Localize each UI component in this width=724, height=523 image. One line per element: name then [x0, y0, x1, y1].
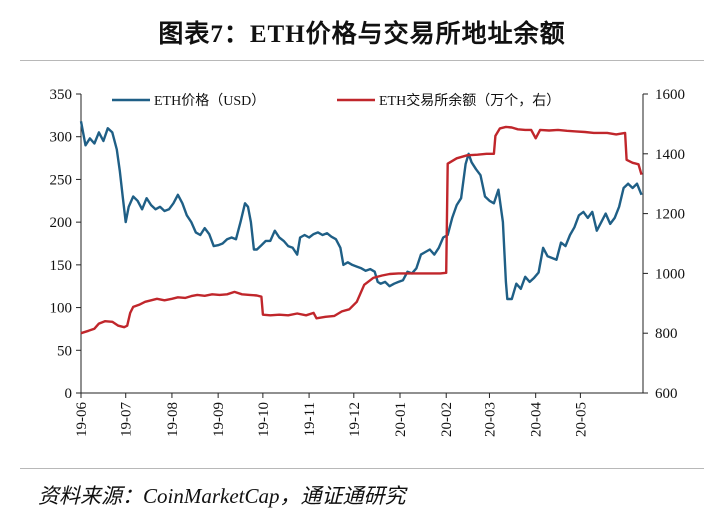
- right-tick-label: 600: [655, 386, 678, 402]
- right-tick-label: 1600: [655, 87, 685, 103]
- right-tick-label: 1000: [655, 266, 685, 282]
- left-tick-label: 150: [50, 258, 73, 274]
- legend-label-1: ETH价格（USD）: [154, 93, 265, 109]
- left-tick-label: 0: [65, 386, 73, 402]
- axes-layer: 0 50 100 150 200 250 300 350 600 800 1000 1200 1400 1…: [50, 87, 686, 437]
- x-tick-label: 19-06: [74, 402, 90, 437]
- source-divider: [20, 468, 704, 469]
- x-tick-label: 19-08: [165, 402, 181, 437]
- legend-label-2: ETH交易所余额（万个，右）: [379, 92, 560, 109]
- series-layer: [79, 121, 643, 335]
- left-tick-label: 250: [50, 172, 73, 188]
- x-tick-label: 19-07: [119, 402, 135, 437]
- x-tick-label: 20-02: [439, 402, 455, 437]
- eth-price-line: [79, 121, 643, 301]
- exchange-balance-line: [80, 125, 643, 335]
- x-tick-label: 19-12: [347, 402, 363, 437]
- x-tick-label: 20-05: [573, 402, 589, 437]
- title-divider: [20, 60, 704, 61]
- source-note: 资料来源：CoinMarketCap，通证通研究: [38, 484, 406, 508]
- left-tick-label: 300: [50, 130, 73, 146]
- chart-area: 0 50 100 150 200 250 300 350 600 800 1000 1200 1400 1…: [50, 87, 686, 437]
- x-tick-label: 20-01: [393, 402, 409, 437]
- x-tick-label: 19-09: [211, 402, 227, 437]
- right-tick-label: 800: [655, 326, 678, 342]
- x-tick-label: 20-04: [529, 402, 545, 437]
- legend: ETH价格（USD） ETH交易所余额（万个，右）: [112, 92, 560, 109]
- x-tick-label: 20-03: [482, 402, 498, 437]
- left-tick-label: 50: [57, 343, 72, 359]
- right-tick-label: 1200: [655, 207, 685, 223]
- x-tick-label: 19-10: [256, 402, 272, 437]
- right-tick-label: 1400: [655, 147, 685, 163]
- chart-title: 图表7：ETH价格与交易所地址余额: [158, 21, 566, 48]
- left-tick-label: 350: [50, 87, 73, 103]
- left-tick-label: 200: [50, 215, 73, 231]
- x-tick-label: 19-11: [302, 402, 318, 436]
- left-tick-label: 100: [50, 301, 73, 317]
